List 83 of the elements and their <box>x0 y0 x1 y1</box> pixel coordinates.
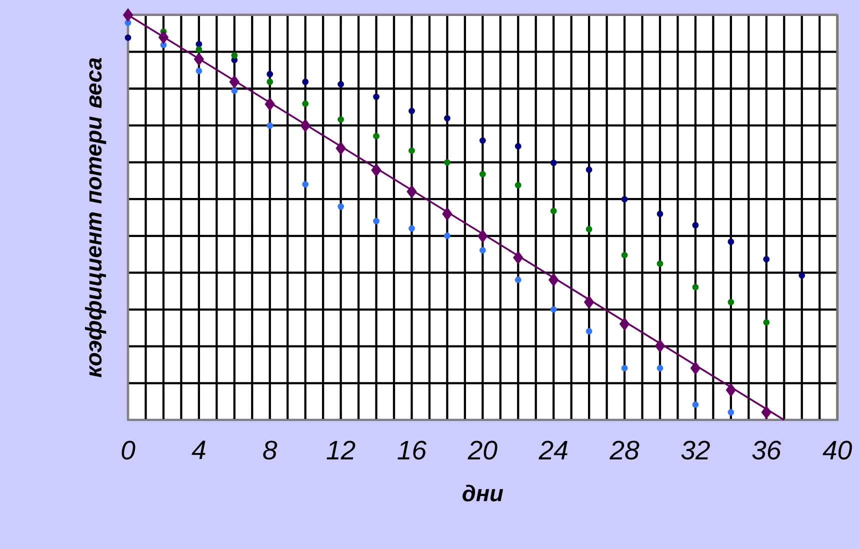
point <box>656 364 664 372</box>
point <box>408 147 415 154</box>
point <box>444 232 450 239</box>
point <box>726 383 736 397</box>
point <box>728 238 734 245</box>
x-tick-label: 40 <box>822 440 852 460</box>
point <box>621 364 628 372</box>
point <box>728 409 734 416</box>
y-axis-title: коэффициент потери веса <box>85 58 106 378</box>
point <box>692 222 699 228</box>
x-tick-label: 36 <box>752 440 782 460</box>
point <box>442 207 452 221</box>
point <box>444 159 450 166</box>
point <box>692 401 699 408</box>
point <box>690 361 701 375</box>
point <box>231 88 238 94</box>
x-tick-label: 16 <box>398 440 427 460</box>
point <box>621 252 628 258</box>
point <box>763 256 770 262</box>
point <box>798 272 806 279</box>
point <box>479 170 486 178</box>
point <box>586 166 592 173</box>
point <box>266 122 274 129</box>
point <box>373 218 380 224</box>
point <box>373 132 380 140</box>
point <box>338 116 344 123</box>
x-tick-label: 4 <box>192 440 206 460</box>
point <box>763 319 770 326</box>
point <box>514 143 522 150</box>
point <box>196 68 202 74</box>
point <box>371 163 382 177</box>
point <box>196 40 202 48</box>
point <box>478 229 488 243</box>
point <box>122 8 134 22</box>
point <box>550 306 557 313</box>
point <box>196 46 202 53</box>
x-tick-label: 20 <box>468 440 498 460</box>
point <box>514 182 522 188</box>
x-axis-title: дни <box>462 484 504 502</box>
point <box>266 78 274 86</box>
x-tick-label: 24 <box>538 440 568 460</box>
point <box>338 81 344 88</box>
point <box>302 78 309 86</box>
point <box>408 108 415 114</box>
point <box>586 328 592 334</box>
point <box>444 115 450 122</box>
point <box>548 273 559 287</box>
point <box>479 247 486 254</box>
point <box>479 137 486 144</box>
point <box>300 118 310 132</box>
point <box>373 94 380 100</box>
point <box>584 295 594 309</box>
point <box>550 208 557 214</box>
point <box>619 317 630 331</box>
point <box>514 276 522 284</box>
point <box>266 70 274 78</box>
point <box>513 250 524 264</box>
point <box>654 339 666 353</box>
point <box>586 226 592 232</box>
x-tick-label: 12 <box>326 440 356 460</box>
point <box>656 210 664 218</box>
point <box>336 142 346 155</box>
point <box>264 97 275 111</box>
point <box>406 184 417 198</box>
point <box>550 160 557 166</box>
point <box>231 52 238 59</box>
point <box>124 34 132 41</box>
point <box>229 75 240 88</box>
point <box>656 260 664 267</box>
point <box>408 225 415 232</box>
point <box>692 284 699 290</box>
point <box>302 100 309 107</box>
point <box>728 298 734 306</box>
x-tick-label: 8 <box>263 440 278 460</box>
point <box>194 52 204 66</box>
point <box>621 196 628 202</box>
x-tick-label: 32 <box>681 440 710 460</box>
point <box>302 181 309 188</box>
point <box>158 30 169 44</box>
point <box>761 406 772 419</box>
point <box>338 203 344 210</box>
x-tick-label: 0 <box>122 440 136 460</box>
x-tick-label: 28 <box>610 440 640 460</box>
